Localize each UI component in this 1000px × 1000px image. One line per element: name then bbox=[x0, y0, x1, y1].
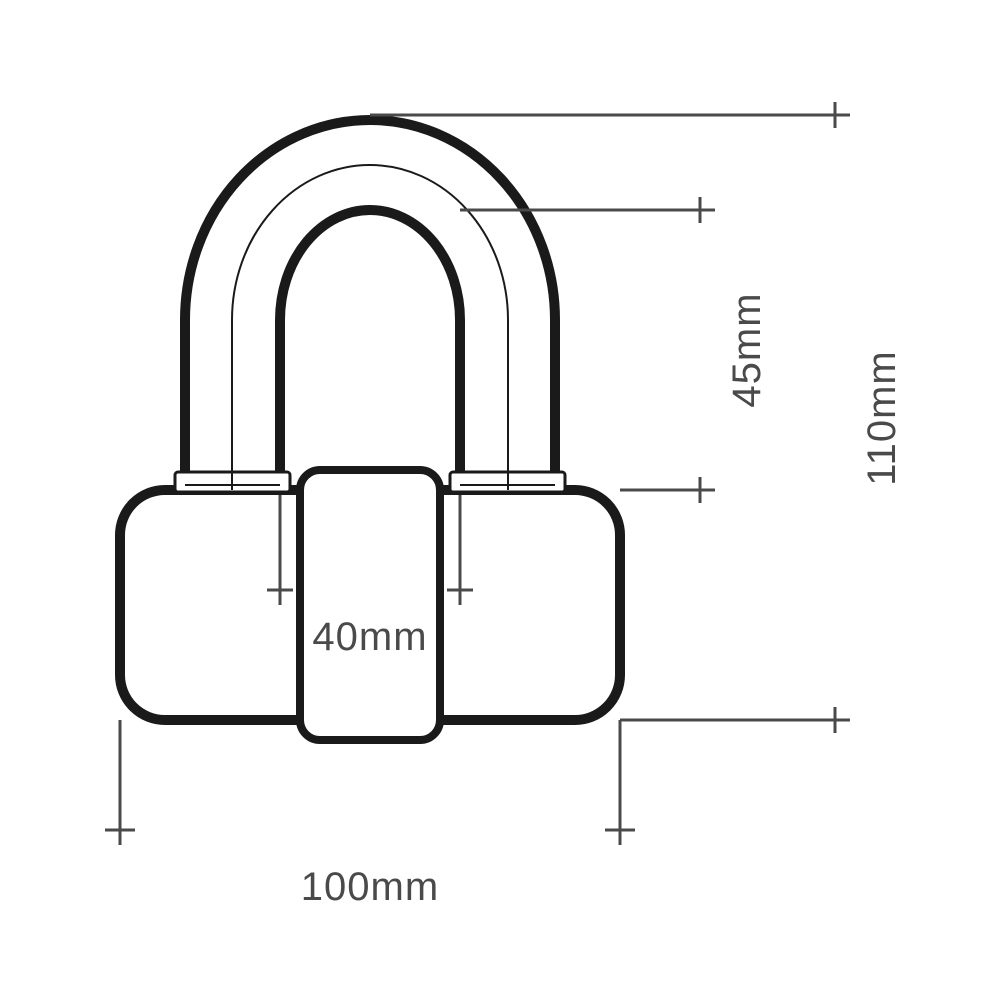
disc-lock-diagram: 100mm 40mm 45mm 110mm bbox=[0, 0, 1000, 1000]
dimension-total-height-label: 110mm bbox=[860, 350, 904, 485]
dimension-width-100: 100mm bbox=[105, 720, 635, 909]
lock-center-block bbox=[300, 470, 440, 740]
dimension-inner-height-label: 45mm bbox=[725, 292, 769, 407]
shackle-outer bbox=[185, 120, 555, 490]
dimension-inner-width-label: 40mm bbox=[312, 615, 427, 659]
shackle-inner bbox=[280, 210, 460, 490]
dimension-width-label: 100mm bbox=[301, 865, 439, 909]
dimension-inner-height-45: 45mm bbox=[460, 197, 769, 503]
